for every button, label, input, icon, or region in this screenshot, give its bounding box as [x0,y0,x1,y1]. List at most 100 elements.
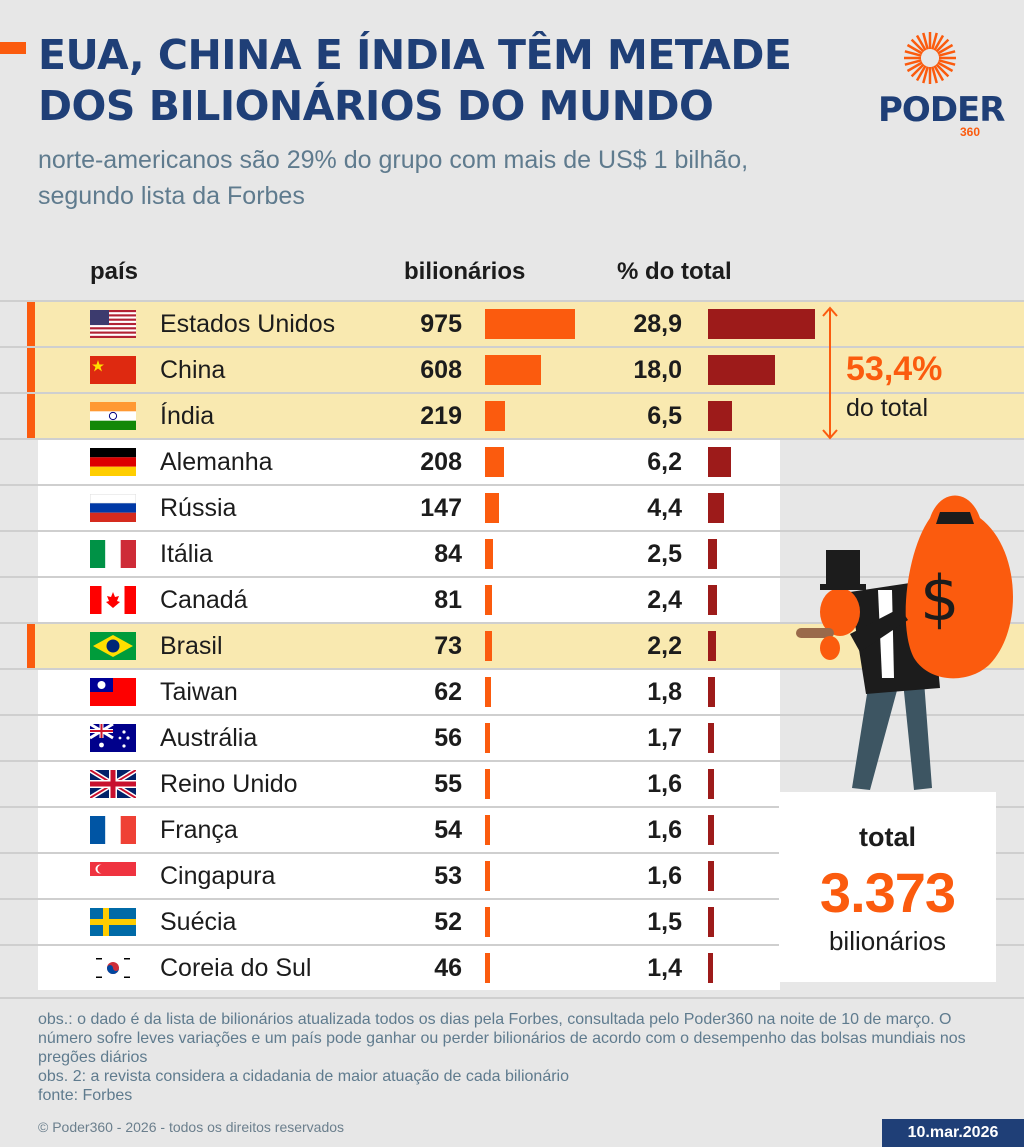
billionaire-count: 46 [434,954,462,982]
share-percent: 6,2 [647,448,682,476]
sun-ray [933,34,945,51]
share-bar [708,723,715,753]
sun-ray [935,63,950,78]
sun-ray [906,61,923,73]
note-source: fonte: Forbes [38,1087,133,1104]
share-percent: 1,6 [647,770,682,798]
row-divider [0,760,1024,762]
note-obs-1: obs.: o dado é da lista de bilionários a… [38,1011,966,1066]
highlight-stripe [27,348,35,392]
share-percent: 1,7 [647,724,682,752]
billionaire-count-bar [485,585,493,615]
table-row: França 54 1,6 [0,808,1024,852]
sweden-flag [90,908,136,936]
copyright: © Poder360 - 2026 - todos os direitos re… [38,1119,345,1135]
total-label: total [859,822,916,852]
country-name: Austrália [160,724,258,752]
billionaire-count: 54 [434,816,462,844]
taiwan-flag [90,678,136,706]
sun-ray [922,66,929,84]
row-divider [0,622,1024,624]
country-name: Brasil [160,632,223,660]
singapore-flag [90,862,136,890]
country-name: Taiwan [160,678,238,706]
share-bar [708,309,815,339]
billionaire-count: 219 [420,402,462,430]
billionaire-count-bar [485,769,491,799]
logo-number: 360 [960,125,981,139]
italy-flag [90,540,136,568]
share-percent: 2,5 [647,540,682,568]
sun-ray [906,43,923,55]
table-row: Índia 219 6,5 [0,394,1024,438]
billionaire-count-bar [485,309,575,339]
column-header-share: % do total [617,258,732,285]
country-name: China [160,356,226,384]
canada-flag [90,586,136,614]
table-row: Reino Unido 55 1,6 [0,762,1024,806]
billionaire-count: 73 [434,632,462,660]
share-bar [708,355,775,385]
row-divider [0,484,1024,486]
share-bar [708,861,714,891]
billionaire-count-bar [485,447,505,477]
row-divider [0,576,1024,578]
share-bar [708,677,715,707]
billionaire-count: 147 [420,494,462,522]
billionaire-count-bar [485,861,490,891]
highlight-stripe [27,394,35,438]
row-band [38,532,780,576]
country-name: Alemanha [160,448,273,476]
row-band [38,578,780,622]
total-value: 3.373 [819,861,956,924]
sun-ray [937,43,954,55]
highlight-label: do total [846,394,929,422]
sun-ray [935,38,950,53]
sun-ray [937,61,954,73]
table-row: China 608 18,0 [0,348,1024,392]
billionaire-count: 53 [434,862,462,890]
svg-text:$: $ [920,562,959,635]
sun-ray [938,59,956,66]
billionaire-moneybag-illustration: $ [796,495,1013,790]
billionaire-count: 55 [434,770,462,798]
billionaire-count-bar [485,539,493,569]
billionaire-count-bar [485,723,491,753]
country-name: Cingapura [160,862,276,890]
billionaire-count: 208 [420,448,462,476]
highlight-stripe [27,302,35,346]
table-row: Canadá 81 2,4 [0,578,1024,622]
share-bar [708,907,714,937]
us-flag [90,310,136,338]
column-header-count: bilionários [404,258,526,285]
share-bar [708,585,717,615]
billionaire-count-bar [485,401,506,431]
table-row: Taiwan 62 1,8 [0,670,1024,714]
row-divider [0,530,1024,532]
row-band [38,762,780,806]
total-box: total 3.373 bilionários [779,792,996,982]
total-unit: bilionários [828,926,947,956]
share-bar [708,401,733,431]
footer-divider [0,997,1024,999]
row-divider [0,300,1024,302]
france-flag [90,816,136,844]
row-divider [0,944,1024,946]
row-band [38,946,780,990]
sunburst-icon [904,32,956,84]
row-band [38,716,780,760]
billionaire-count: 52 [434,908,462,936]
highlight-stripe [27,624,35,668]
country-name: Rússia [160,494,237,522]
billionaire-count-bar [485,355,542,385]
sun-ray [904,59,922,66]
billionaire-count: 975 [420,310,462,338]
country-name: Canadá [160,586,248,614]
table-row: Austrália 56 1,7 [0,716,1024,760]
russia-flag [90,494,136,522]
row-divider [0,438,1024,440]
billionaire-count: 62 [434,678,462,706]
accent-mark [0,42,26,54]
billionaire-count: 81 [434,586,462,614]
country-name: Índia [160,402,215,430]
